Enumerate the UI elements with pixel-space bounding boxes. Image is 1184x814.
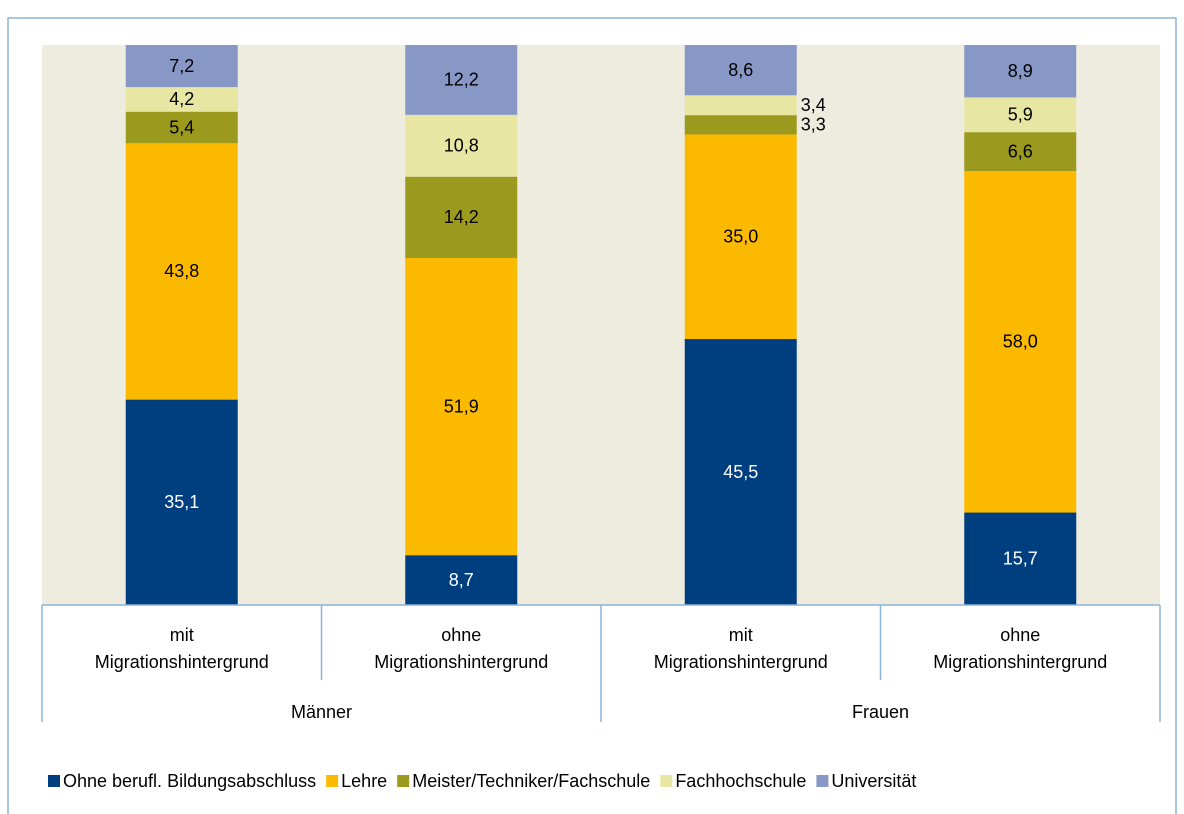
bar-segment [964, 45, 1077, 98]
legend-swatch [48, 775, 60, 787]
legend-label: Universität [831, 771, 916, 791]
data-label: 8,9 [1008, 61, 1033, 81]
x-tick-label: Migrationshintergrund [933, 652, 1107, 672]
data-label: 10,8 [444, 136, 479, 156]
bar-segment [964, 97, 1077, 133]
data-label: 8,7 [449, 570, 474, 590]
bar-segment [125, 143, 238, 400]
bar-segment [405, 176, 518, 259]
data-label: 7,2 [169, 56, 194, 76]
x-tick-label: Migrationshintergrund [374, 652, 548, 672]
data-label: 5,4 [169, 117, 194, 137]
data-label: 58,0 [1003, 332, 1038, 352]
bar-segment [964, 171, 1077, 513]
bar-segment [684, 115, 797, 135]
bar-segment [405, 45, 518, 115]
group-label: Männer [291, 702, 352, 722]
legend-swatch [660, 775, 673, 787]
data-label: 45,5 [723, 462, 758, 482]
bar-segment [964, 512, 1077, 605]
group-label: Frauen [852, 702, 909, 722]
bar-segment [125, 87, 238, 112]
data-label: 4,2 [169, 89, 194, 109]
legend-label: Meister/Techniker/Fachschule [412, 771, 650, 791]
bar-segment [964, 132, 1077, 172]
legend-label: Ohne berufl. Bildungsabschluss [63, 771, 316, 791]
x-tick-label: Migrationshintergrund [95, 652, 269, 672]
data-label: 3,3 [801, 115, 826, 135]
data-label: 51,9 [444, 396, 479, 416]
bar-segment [125, 111, 238, 144]
data-label: 35,1 [164, 492, 199, 512]
legend-label: Lehre [341, 771, 387, 791]
bar-segment [684, 45, 797, 96]
data-label: 8,6 [728, 60, 753, 80]
legend-swatch [397, 775, 410, 787]
bar-segment [405, 258, 518, 556]
bar-segment [405, 555, 518, 605]
x-tick-label: mit [170, 625, 194, 645]
x-tick-label: Migrationshintergrund [654, 652, 828, 672]
legend-swatch [816, 775, 829, 787]
data-label: 5,9 [1008, 105, 1033, 125]
bar-segment [684, 95, 797, 116]
bar-segment [125, 399, 238, 605]
data-label: 35,0 [723, 226, 758, 246]
legend-label: Fachhochschule [675, 771, 806, 791]
data-label: 14,2 [444, 207, 479, 227]
x-tick-label: ohne [1000, 625, 1040, 645]
x-tick-label: ohne [441, 625, 481, 645]
bar-segment [684, 134, 797, 340]
data-label: 43,8 [164, 261, 199, 281]
data-label: 6,6 [1008, 141, 1033, 161]
data-label: 3,4 [801, 95, 826, 115]
bar-segment [684, 339, 797, 605]
bar-segment [405, 114, 518, 177]
bar-segment [125, 45, 238, 88]
x-tick-label: mit [729, 625, 753, 645]
data-label: 12,2 [444, 70, 479, 90]
legend-swatch [326, 775, 339, 787]
data-label: 15,7 [1003, 549, 1038, 569]
